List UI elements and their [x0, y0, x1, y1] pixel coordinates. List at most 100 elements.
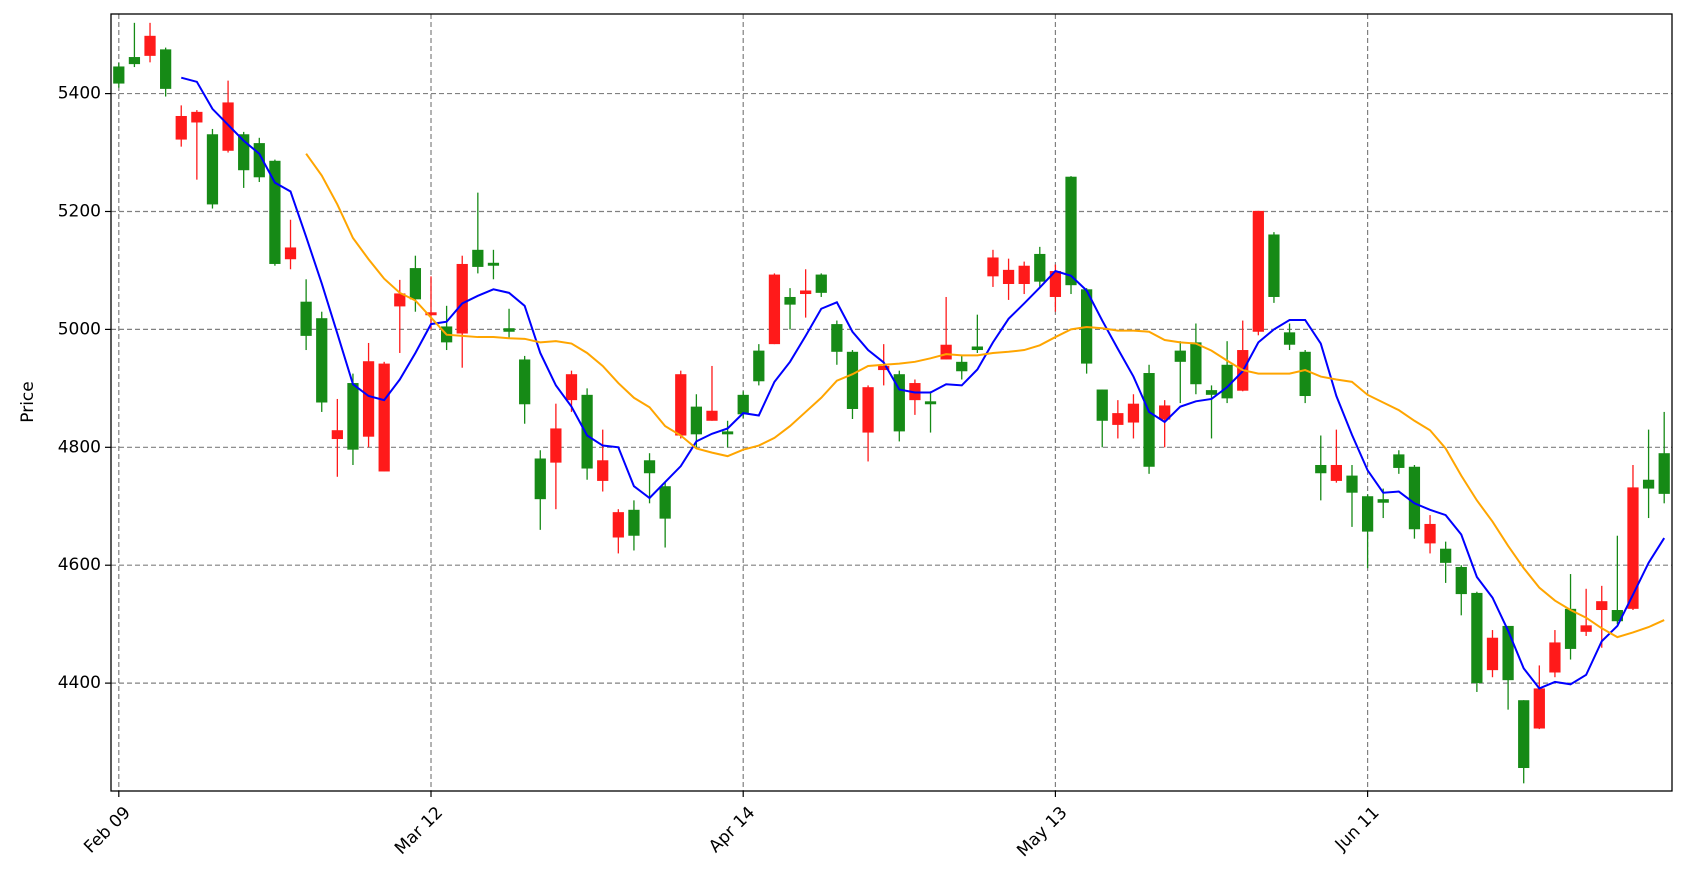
candle-body [659, 486, 671, 519]
candle-body [206, 134, 219, 205]
candle-body [113, 66, 125, 84]
candle-body [160, 49, 172, 89]
candle-body [1299, 351, 1311, 397]
candle-body [581, 394, 593, 469]
candle-body [316, 318, 328, 403]
candle-body [1424, 523, 1436, 544]
candle-body [565, 374, 578, 401]
candle-body [1096, 389, 1108, 421]
candle-body [1361, 496, 1374, 532]
candle-body [737, 394, 749, 415]
candle-body [1642, 479, 1655, 489]
candle-body [924, 401, 937, 405]
candle-body [253, 143, 265, 178]
candle-body [1034, 253, 1046, 282]
candle-body [1611, 610, 1623, 622]
candle-body [597, 460, 609, 481]
candle-body [550, 428, 562, 463]
candle-body [144, 35, 156, 56]
candle-body [1127, 403, 1140, 423]
candle-body [1408, 466, 1421, 530]
candle-body [456, 263, 468, 334]
candle-body [1346, 475, 1358, 493]
candle-body [1393, 454, 1405, 468]
candle-body [1330, 464, 1343, 481]
x-tick-label: Mar 12 [391, 803, 447, 859]
candle-body [628, 509, 640, 536]
candle-body [519, 359, 531, 405]
candle-body [1486, 637, 1499, 671]
candle-body [1377, 499, 1389, 503]
candle-body [721, 431, 734, 435]
candle-body [1627, 487, 1639, 609]
candle-body [191, 111, 203, 123]
candle-body [1580, 625, 1592, 632]
candle-body [284, 247, 297, 260]
candle-body [1268, 234, 1280, 297]
candle-body [753, 350, 765, 382]
y-tick-label: 5000 [58, 319, 101, 339]
candle-body [643, 460, 656, 474]
candle-body [956, 361, 968, 372]
candle-body [1049, 271, 1062, 297]
candle-body [1159, 405, 1171, 420]
candle-body [128, 57, 141, 65]
candle-body [706, 410, 718, 421]
candle-body [503, 328, 515, 332]
candle-body [940, 344, 952, 360]
candle-body [487, 262, 500, 266]
candle-body [1596, 601, 1608, 611]
candle-body [1564, 608, 1577, 649]
candle-body [300, 301, 312, 336]
y-tick-label: 4400 [58, 673, 101, 693]
x-tick-label: May 13 [1013, 803, 1071, 861]
candle-body [1221, 364, 1233, 399]
candle-body [378, 363, 390, 472]
candle-body [690, 406, 702, 435]
candle-body [846, 351, 859, 409]
plot-frame [110, 13, 1673, 792]
candle-body [768, 274, 781, 345]
y-axis-label: Price [18, 381, 38, 422]
candle-body [878, 365, 890, 371]
candle-body [800, 290, 812, 295]
candle-body [1455, 566, 1467, 595]
candle-body [362, 361, 375, 437]
candle-body [1502, 625, 1514, 681]
candle-body [1018, 265, 1030, 285]
candle-body [1658, 453, 1670, 494]
candle-body [831, 324, 843, 352]
candle-body [1518, 700, 1530, 769]
candle-body [1471, 592, 1483, 684]
candle-body [331, 430, 343, 440]
candle-body [675, 374, 687, 436]
candle-body [1205, 390, 1218, 395]
x-tick-label: Jun 11 [1331, 803, 1384, 856]
candle-body [893, 374, 905, 432]
y-tick-label: 4600 [58, 555, 101, 575]
x-tick-label: Feb 09 [80, 803, 135, 858]
candle-body [1315, 464, 1327, 474]
candle-body [347, 383, 359, 450]
candle-body [987, 257, 999, 277]
candle-body [1065, 176, 1077, 286]
candle-body [815, 274, 827, 293]
candle-body [971, 346, 983, 351]
candle-body [1143, 373, 1155, 467]
candle-body [425, 312, 437, 316]
candle-body [1252, 210, 1264, 332]
candle-body [175, 115, 187, 140]
candle-body [1002, 269, 1015, 285]
candle-body [1112, 413, 1124, 425]
moving-average-line [180, 76, 1666, 690]
y-tick-label: 5400 [58, 84, 101, 104]
y-tick-label: 4800 [58, 437, 101, 457]
candle-body [862, 387, 874, 433]
candle-body [1190, 342, 1202, 385]
candle-body [409, 268, 422, 300]
candle-body [1440, 548, 1452, 563]
candle-body [269, 160, 281, 264]
y-tick-label: 5200 [58, 201, 101, 221]
